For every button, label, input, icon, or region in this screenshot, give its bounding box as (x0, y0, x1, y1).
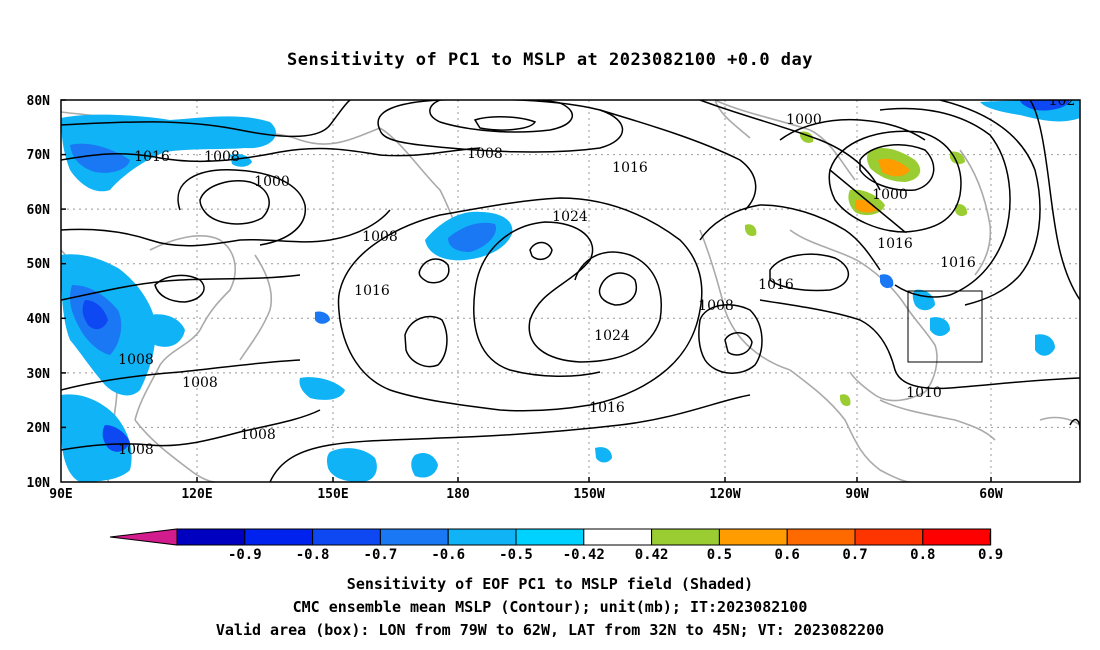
contour-label-layer: 1016 1008 1000 1008 1008 1016 1024 1016 … (118, 93, 1076, 458)
colorbar-label: 0.42 (635, 547, 669, 563)
colorbar-label: 0.6 (775, 547, 800, 563)
contour-label: 1008 (182, 375, 218, 391)
map-frame (60, 99, 1081, 483)
longitude-labels: 90E 120E 150E 180 150W 120W 90W 60W (49, 487, 1003, 502)
colorbar-label: -0.9 (228, 547, 262, 563)
contour-label: 1000 (872, 187, 908, 203)
contour-label: 1016 (612, 160, 648, 176)
colorbar-label: 0.5 (707, 547, 732, 563)
lon-label: 150W (573, 487, 604, 502)
lat-label: 30N (27, 367, 51, 382)
lat-label: 80N (27, 94, 51, 109)
colorbar-low-arrow (109, 528, 178, 546)
lat-label: 70N (27, 148, 51, 163)
contour-label: 1016 (134, 149, 170, 165)
tick-marks (61, 99, 992, 482)
lat-label: 40N (27, 312, 51, 327)
colorbar-label: 0.7 (842, 547, 867, 563)
map-title: Sensitivity of PC1 to MSLP at 2023082100… (286, 50, 813, 70)
caption-contour: CMC ensemble mean MSLP (Contour); unit(m… (292, 598, 808, 616)
lon-label: 120E (181, 487, 212, 502)
colorbar-segment (922, 528, 992, 546)
colorbar-segment (854, 528, 924, 546)
colorbar-high-arrow (989, 528, 992, 546)
lon-label: 60W (979, 487, 1003, 502)
contour-label: 102 (1049, 93, 1076, 109)
contour-label: 1016 (354, 283, 390, 299)
lon-label: 180 (446, 487, 470, 502)
contour-label: 1016 (877, 236, 913, 252)
colorbar-label: -0.8 (296, 547, 330, 563)
contour-label: 1008 (118, 352, 154, 368)
colorbar-segment (515, 528, 585, 546)
colorbar-segment (379, 528, 449, 546)
valid-area-box (907, 290, 983, 363)
caption-valid-area: Valid area (box): LON from 79W to 62W, L… (215, 621, 885, 639)
contour-label: 1008 (204, 149, 240, 165)
lon-label: 90E (49, 487, 72, 502)
colorbar-label: -0.42 (563, 547, 605, 563)
lon-label: 120W (709, 487, 740, 502)
colorbar-segment (176, 528, 246, 546)
contour-label: 1008 (467, 146, 503, 162)
colorbar-label: 0.9 (978, 547, 1003, 563)
colorbar-label: -0.6 (431, 547, 465, 563)
colorbar-segment (651, 528, 720, 546)
caption-shading: Sensitivity of EOF PC1 to MSLP field (Sh… (346, 575, 754, 593)
colorbar-segment (447, 528, 517, 546)
contour-label: 1008 (698, 298, 734, 314)
lat-label: 50N (27, 257, 51, 272)
lat-label: 10N (27, 476, 51, 491)
contour-label: 1016 (758, 277, 794, 293)
contour-label: 1000 (786, 112, 822, 128)
colorbar: -0.9 -0.8 -0.7 -0.6 -0.5 -0.42 0.42 0.5 0.6 0.7 0.… (109, 528, 1003, 563)
contour-label: 1000 (254, 174, 290, 190)
lat-label: 20N (27, 421, 51, 436)
colorbar-segment (583, 528, 653, 546)
colorbar-segment (244, 528, 314, 546)
colorbar-segment (786, 528, 856, 546)
lon-label: 90W (845, 487, 869, 502)
contour-label: 1008 (362, 229, 398, 245)
colorbar-segment (312, 528, 381, 546)
contour-label: 1010 (906, 385, 942, 401)
lon-label: 150E (317, 487, 348, 502)
colorbar-label: -0.5 (499, 547, 533, 563)
negative-sensitivity-shading (61, 100, 1080, 482)
colorbar-segment (718, 528, 788, 546)
lat-label: 60N (27, 203, 51, 218)
contour-label: 1016 (940, 255, 976, 271)
colorbar-label: -0.7 (364, 547, 398, 563)
contour-label: 1016 (589, 400, 625, 416)
contour-label: 1008 (240, 427, 276, 443)
contour-label: 1024 (594, 328, 630, 344)
contour-label: 1008 (118, 442, 154, 458)
mslp-contours (61, 100, 1080, 482)
contour-label: 1024 (552, 209, 588, 225)
grid (61, 100, 1080, 482)
latitude-labels: 80N 70N 60N 50N 40N 30N 20N 10N (27, 94, 51, 491)
colorbar-label: 0.8 (910, 547, 935, 563)
